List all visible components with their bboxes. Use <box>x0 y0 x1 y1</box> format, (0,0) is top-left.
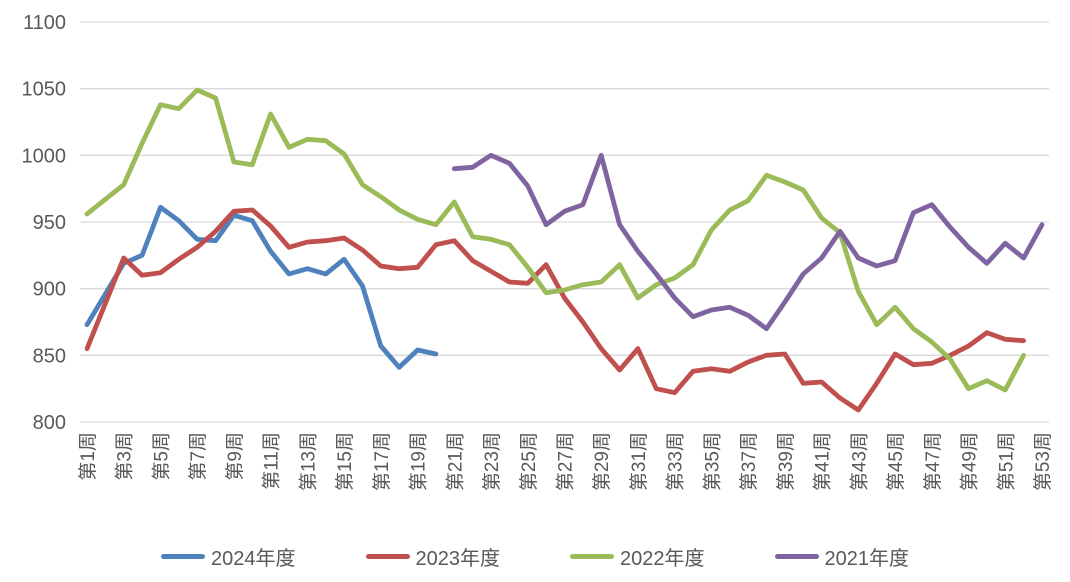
x-axis-tick-label: 第47周 <box>922 432 944 491</box>
y-axis-tick-label: 1000 <box>22 145 67 167</box>
y-axis-tick-label: 900 <box>33 279 66 301</box>
legend: 2024年度 2023年度 2022年度 2021年度 <box>0 538 1070 574</box>
x-axis-tick-label: 第29周 <box>591 432 613 491</box>
x-axis-tick-label: 第33周 <box>665 432 687 491</box>
x-axis-tick-label: 第13周 <box>297 432 319 491</box>
x-axis-tick-label: 第17周 <box>371 432 393 491</box>
legend-line-swatch <box>774 553 819 559</box>
legend-label: 2023年度 <box>415 547 501 570</box>
x-axis-tick-label: 第23周 <box>481 432 503 491</box>
legend-item-2023年度: 2023年度 <box>365 542 501 571</box>
x-axis-tick-label: 第49周 <box>959 432 981 491</box>
legend-line-swatch <box>570 553 614 559</box>
legend-item-2024年度: 2024年度 <box>161 542 296 571</box>
x-axis-tick-label: 第9周 <box>224 432 246 481</box>
y-axis-tick-label: 950 <box>33 212 66 234</box>
x-axis-tick-label: 第39周 <box>775 432 797 491</box>
legend-line-swatch <box>161 553 205 559</box>
y-axis-tick-label: 850 <box>33 345 66 367</box>
y-axis-tick-label: 1100 <box>23 12 66 34</box>
series-line-2022年度 <box>84 87 1026 393</box>
legend-label: 2021年度 <box>824 547 910 570</box>
x-axis-tick-label: 第53周 <box>1032 432 1054 491</box>
x-axis-tick-label: 第15周 <box>334 432 356 491</box>
series-line-2023年度 <box>84 207 1026 413</box>
x-axis-tick-label: 第7周 <box>187 432 209 481</box>
series-line-2021年度 <box>451 152 1045 332</box>
legend-item-2022年度: 2022年度 <box>570 542 705 571</box>
x-axis-tick-label: 第19周 <box>408 432 430 491</box>
x-axis-tick-label: 第31周 <box>628 432 650 491</box>
y-axis-tick-label: 1050 <box>22 79 67 101</box>
x-axis-tick-label: 第37周 <box>738 432 760 491</box>
x-axis-tick-label: 第27周 <box>554 432 576 491</box>
legend-label: 2024年度 <box>211 547 296 570</box>
x-axis-tick-label: 第5周 <box>150 432 172 481</box>
x-axis-tick-label: 第41周 <box>812 432 834 491</box>
x-axis-tick-label: 第35周 <box>701 432 723 491</box>
x-axis-tick-label: 第1周 <box>77 432 99 481</box>
x-axis-tick-label: 第3周 <box>114 432 136 481</box>
x-axis-tick-label: 第25周 <box>518 432 540 491</box>
legend-item-2021年度: 2021年度 <box>774 542 910 571</box>
y-axis-tick-label: 800 <box>33 412 66 434</box>
legend-line-swatch <box>365 553 410 559</box>
x-axis-tick-label: 第11周 <box>261 432 283 490</box>
legend-label: 2022年度 <box>620 547 705 570</box>
x-axis-tick-label: 第21周 <box>444 432 466 491</box>
x-axis-tick-label: 第45周 <box>885 432 907 491</box>
series-line-2024年度 <box>84 204 439 370</box>
x-axis-tick-label: 第43周 <box>848 432 870 491</box>
x-axis-tick-label: 第51周 <box>995 432 1017 491</box>
